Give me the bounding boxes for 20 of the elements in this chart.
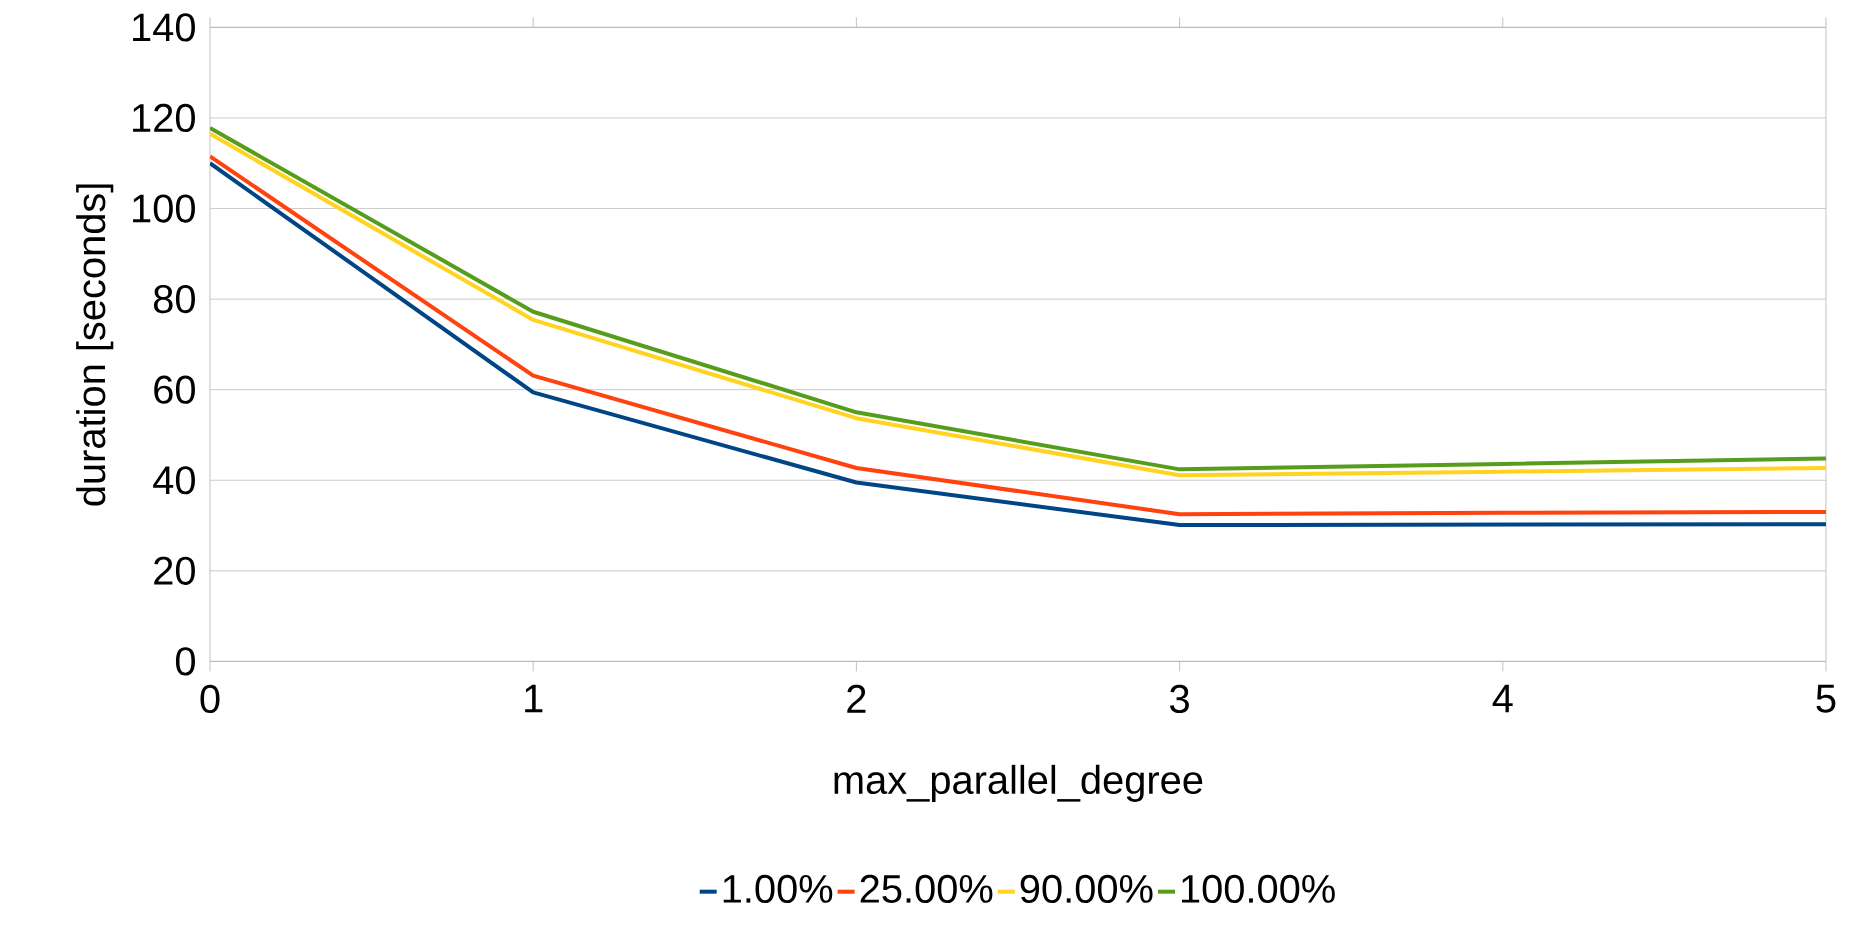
x-tick-label: 3 xyxy=(1170,684,1189,713)
y-tick-label: 40 xyxy=(153,465,195,495)
y-tick-label: 80 xyxy=(153,284,195,314)
x-tick-label: 5 xyxy=(1816,684,1836,713)
y-tick-label: 140 xyxy=(133,13,195,42)
y-tick-label: 20 xyxy=(154,556,195,585)
legend-label: 100.00% xyxy=(1182,874,1335,903)
x-tick-label: 2 xyxy=(847,684,866,713)
x-tick-label: 1 xyxy=(525,684,543,713)
y-tick-label: 60 xyxy=(154,375,195,404)
y-tick-label: 0 xyxy=(175,647,195,676)
legend-label: 25.00% xyxy=(860,874,993,903)
x-tick-label: 4 xyxy=(1492,684,1513,713)
y-tick-label: 100 xyxy=(133,194,195,223)
legend-label: 1.00% xyxy=(723,874,833,903)
x-tick-label: 0 xyxy=(200,684,220,713)
y-axis-title: duration [seconds] xyxy=(76,184,114,506)
x-axis-title: max_parallel_degree xyxy=(834,764,1203,802)
y-tick-label: 120 xyxy=(133,103,195,132)
legend-label: 90.00% xyxy=(1020,874,1153,903)
